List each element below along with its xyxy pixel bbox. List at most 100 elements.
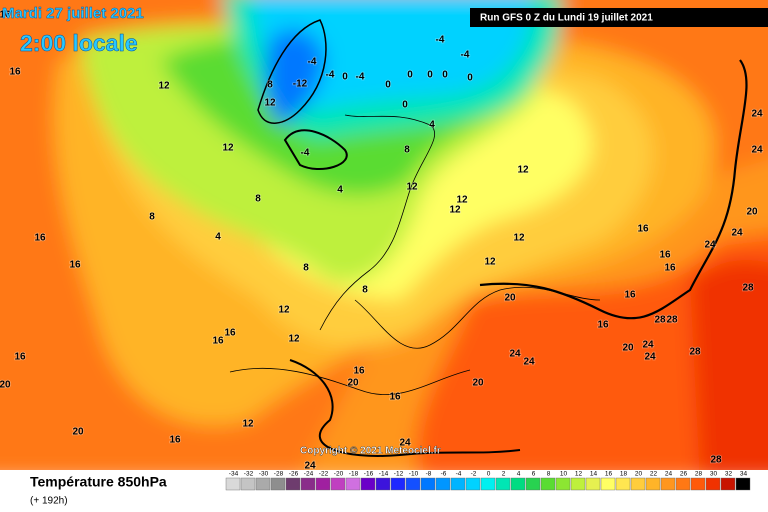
- scale-label: 2: [502, 471, 506, 478]
- scale-swatch: [615, 477, 631, 491]
- scale-label: -18: [349, 471, 359, 478]
- contour-label: 24: [751, 109, 763, 120]
- contour-label: 12: [222, 143, 234, 154]
- contour-label: 16: [224, 328, 236, 339]
- copyright: Copyright © 2021 Meteociel.fr: [300, 446, 441, 457]
- contour-label: 12: [513, 233, 525, 244]
- contour-label: 0: [442, 70, 448, 81]
- contour-label: 16: [624, 290, 636, 301]
- contour-label: 24: [642, 340, 654, 351]
- contour-label: 8: [267, 80, 273, 91]
- scale-label: 18: [620, 471, 628, 478]
- color-scale: -34 -32 -30 -28 -26 -24 -22 -20 -18 -16 -14 -12 -10-…: [225, 471, 751, 491]
- scale-swatch: [555, 477, 571, 491]
- scale-swatch: [405, 477, 421, 491]
- contour-label: 20: [472, 378, 484, 389]
- scale-label: -30: [259, 471, 269, 478]
- scale-label: 8: [547, 471, 551, 478]
- coastlines: [229, 19, 748, 457]
- scale-label: -24: [304, 471, 314, 478]
- contour-label: 0: [467, 73, 473, 84]
- contour-label: 28: [666, 315, 678, 326]
- scale-swatch: [285, 477, 301, 491]
- scale-label: -16: [364, 471, 374, 478]
- scale-label: 24: [665, 471, 673, 478]
- contour-label: 12: [449, 205, 461, 216]
- scale-swatch: [570, 477, 586, 491]
- contour-label: 4: [337, 185, 343, 196]
- contour-label: 8: [255, 194, 261, 205]
- contour-label: 0: [402, 100, 408, 111]
- scale-label: -34: [229, 471, 239, 478]
- footer: [0, 470, 768, 512]
- contour-label: 12: [278, 305, 290, 316]
- contour-label: 8: [362, 285, 368, 296]
- contour-label: 0: [385, 80, 391, 91]
- contour-label: 12: [456, 195, 468, 206]
- contour-label: 16: [14, 352, 26, 363]
- scale-label: 4: [517, 471, 521, 478]
- temperature-zone: [264, 29, 325, 125]
- contour-label: -4: [356, 72, 365, 83]
- scale-label: -12: [394, 471, 404, 478]
- scale-label: -8: [426, 471, 432, 478]
- contour-label: 20: [347, 378, 359, 389]
- scale-label: 6: [532, 471, 536, 478]
- scale-label: 0: [487, 471, 491, 478]
- scale-label: 16: [605, 471, 613, 478]
- scale-swatch: [735, 477, 751, 491]
- scale-swatch: [390, 477, 406, 491]
- contour-label: 24: [751, 145, 763, 156]
- scale-swatch: [645, 477, 661, 491]
- contour-label: 24: [509, 349, 521, 360]
- contour-label: 20: [72, 427, 84, 438]
- scale-swatch: [705, 477, 721, 491]
- contour-label: 16: [637, 224, 649, 235]
- scale-label: -2: [471, 471, 477, 478]
- contour-label: 28: [742, 283, 754, 294]
- scale-swatch: [540, 477, 556, 491]
- scale-swatch: [720, 477, 736, 491]
- scale-swatch: [600, 477, 616, 491]
- contour-label: 4: [429, 120, 435, 131]
- contour-label: 16: [0, 10, 11, 21]
- contour-label: 24: [523, 357, 535, 368]
- scale-swatch: [660, 477, 676, 491]
- scale-label: 12: [575, 471, 583, 478]
- contour-label: 28: [654, 315, 666, 326]
- contour-label: -4: [326, 70, 335, 81]
- scale-label: -10: [409, 471, 419, 478]
- scale-swatch: [300, 477, 316, 491]
- temperature-zone: [415, 234, 768, 480]
- scale-swatch: [630, 477, 646, 491]
- scale-label: -20: [334, 471, 344, 478]
- scale-label: -22: [319, 471, 329, 478]
- contour-label: 20: [504, 293, 516, 304]
- scale-swatch: [315, 477, 331, 491]
- contour-label: 0: [427, 70, 433, 81]
- scale-swatch: [360, 477, 376, 491]
- contour-label: 12: [406, 182, 418, 193]
- scale-label: 28: [695, 471, 703, 478]
- contour-label: 12: [288, 334, 300, 345]
- temperature-zone: [690, 260, 768, 480]
- scale-swatch: [375, 477, 391, 491]
- contour-label: 12: [484, 257, 496, 268]
- scale-swatch: [345, 477, 361, 491]
- contour-label: 24: [399, 438, 411, 449]
- run-info: Run GFS 0 Z du Lundi 19 juillet 2021: [480, 13, 653, 24]
- contour-label: 0: [342, 72, 348, 83]
- contour-label: 24: [731, 228, 743, 239]
- scale-swatch: [435, 477, 451, 491]
- footer-title: Température 850hPa: [30, 474, 167, 490]
- scale-swatch: [240, 477, 256, 491]
- contour-label: -4: [436, 35, 445, 46]
- contour-label: 12: [264, 98, 276, 109]
- contour-label: 4: [215, 232, 221, 243]
- scale-swatch: [585, 477, 601, 491]
- contour-label: 8: [149, 212, 155, 223]
- scale-label: -6: [441, 471, 447, 478]
- contour-label: 24: [644, 352, 656, 363]
- contour-label: 8: [303, 263, 309, 274]
- scale-label: 32: [725, 471, 733, 478]
